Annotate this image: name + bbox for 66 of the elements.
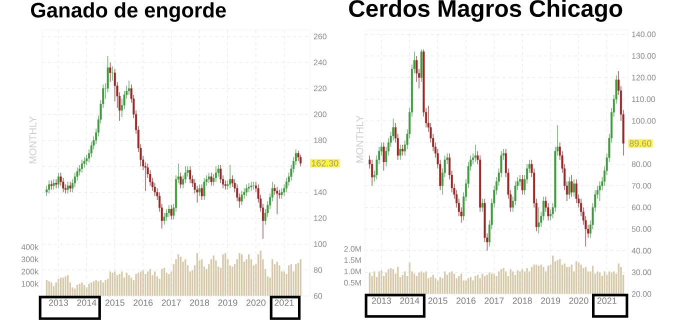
text: 162.30 xyxy=(312,160,338,166)
candlestick xyxy=(189,166,192,184)
x-tick-label: 2017 xyxy=(162,300,181,306)
candlestick xyxy=(55,178,58,189)
candlestick xyxy=(128,80,130,96)
candlestick xyxy=(80,159,83,174)
x-tick-label: 2019 xyxy=(541,298,560,304)
candlestick xyxy=(382,142,385,171)
candlestick xyxy=(280,188,283,199)
candlestick xyxy=(48,180,50,194)
candlestick xyxy=(598,181,601,202)
x-tick-label: 2020 xyxy=(569,298,588,304)
candlestick xyxy=(208,172,210,184)
text: 89.60 xyxy=(630,140,652,147)
x-tick-label: 2018 xyxy=(190,300,210,306)
x-tick-label: 2015 xyxy=(428,298,448,304)
candlestick xyxy=(399,144,402,160)
x-tick-label: 2013 xyxy=(48,300,68,306)
candlestick xyxy=(66,182,69,194)
x-tick-label: 2021 xyxy=(597,298,616,304)
candlestick xyxy=(112,66,114,81)
x-tick-label: 2020 xyxy=(246,300,266,306)
x-tick-label: 2021 xyxy=(274,300,294,306)
candlestick xyxy=(246,184,248,196)
x-tick-label: 2016 xyxy=(134,300,153,306)
candlestick xyxy=(166,208,168,222)
candlestick xyxy=(481,198,484,212)
candlestick xyxy=(109,62,112,82)
candlestick xyxy=(180,172,182,189)
x-tick-label: 2014 xyxy=(400,298,420,304)
candlestick xyxy=(57,172,60,189)
candlestick xyxy=(568,176,570,200)
candlestick xyxy=(248,182,250,192)
x-tick-label: 2019 xyxy=(218,300,238,306)
candlestick xyxy=(371,160,374,186)
candlestick xyxy=(203,178,206,200)
candlestick xyxy=(210,172,212,186)
candlestick xyxy=(214,166,217,182)
candlestick xyxy=(276,186,278,215)
candlestick xyxy=(240,190,243,206)
x-tick-label: 2013 xyxy=(372,298,392,304)
x-tick-label: 2014 xyxy=(77,300,96,306)
candlestick xyxy=(52,178,55,190)
candlestick xyxy=(170,204,172,220)
candlestick xyxy=(538,207,540,234)
x-tick-label: 2016 xyxy=(456,298,476,304)
x-tick-label: 2015 xyxy=(105,300,124,306)
candlestick xyxy=(200,184,203,200)
candlestick xyxy=(50,180,52,190)
candlestick xyxy=(519,174,521,186)
candlestick xyxy=(474,144,476,162)
x-tick-label: 2017 xyxy=(484,298,504,304)
candlestick xyxy=(521,174,524,195)
candlestick xyxy=(69,182,72,192)
candlestick xyxy=(575,179,578,204)
chart-title: Ganado de engorde xyxy=(31,2,226,22)
candlestick xyxy=(198,184,201,196)
candlestick xyxy=(163,212,166,225)
candlestick xyxy=(573,179,575,197)
candlestick xyxy=(250,182,252,192)
candlestick xyxy=(229,164,232,189)
candlestick xyxy=(402,144,404,156)
candlestick xyxy=(168,204,170,218)
candlestick xyxy=(570,174,573,197)
candlestick xyxy=(300,154,302,167)
x-tick-label: 2018 xyxy=(512,298,532,304)
